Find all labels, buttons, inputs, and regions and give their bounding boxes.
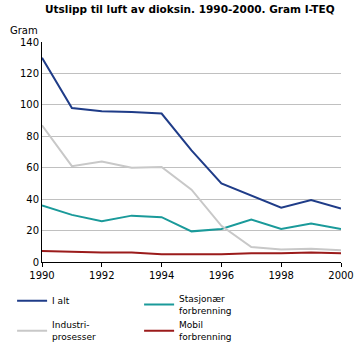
svg-text:2000: 2000 <box>328 270 353 281</box>
svg-text:1994: 1994 <box>149 270 174 281</box>
svg-text:40: 40 <box>26 194 39 205</box>
svg-text:Utslipp til luft av dioksin. 1: Utslipp til luft av dioksin. 1990-2000. … <box>45 3 335 15</box>
svg-text:100: 100 <box>20 99 39 110</box>
svg-text:20: 20 <box>26 225 39 236</box>
svg-text:Mobilforbrenning: Mobilforbrenning <box>179 320 231 342</box>
svg-text:1996: 1996 <box>209 270 234 281</box>
svg-text:120: 120 <box>20 68 39 79</box>
svg-text:60: 60 <box>26 162 39 173</box>
svg-text:I alt: I alt <box>52 296 70 306</box>
svg-text:Gram: Gram <box>10 25 38 36</box>
svg-text:80: 80 <box>26 131 39 142</box>
svg-text:1992: 1992 <box>89 270 114 281</box>
svg-text:140: 140 <box>20 37 39 48</box>
svg-text:1998: 1998 <box>268 270 293 281</box>
svg-text:Stasjonærforbrenning: Stasjonærforbrenning <box>179 294 231 316</box>
svg-text:0: 0 <box>33 257 39 268</box>
svg-text:1990: 1990 <box>29 270 54 281</box>
svg-text:Industri-prosesser: Industri-prosesser <box>52 320 96 342</box>
